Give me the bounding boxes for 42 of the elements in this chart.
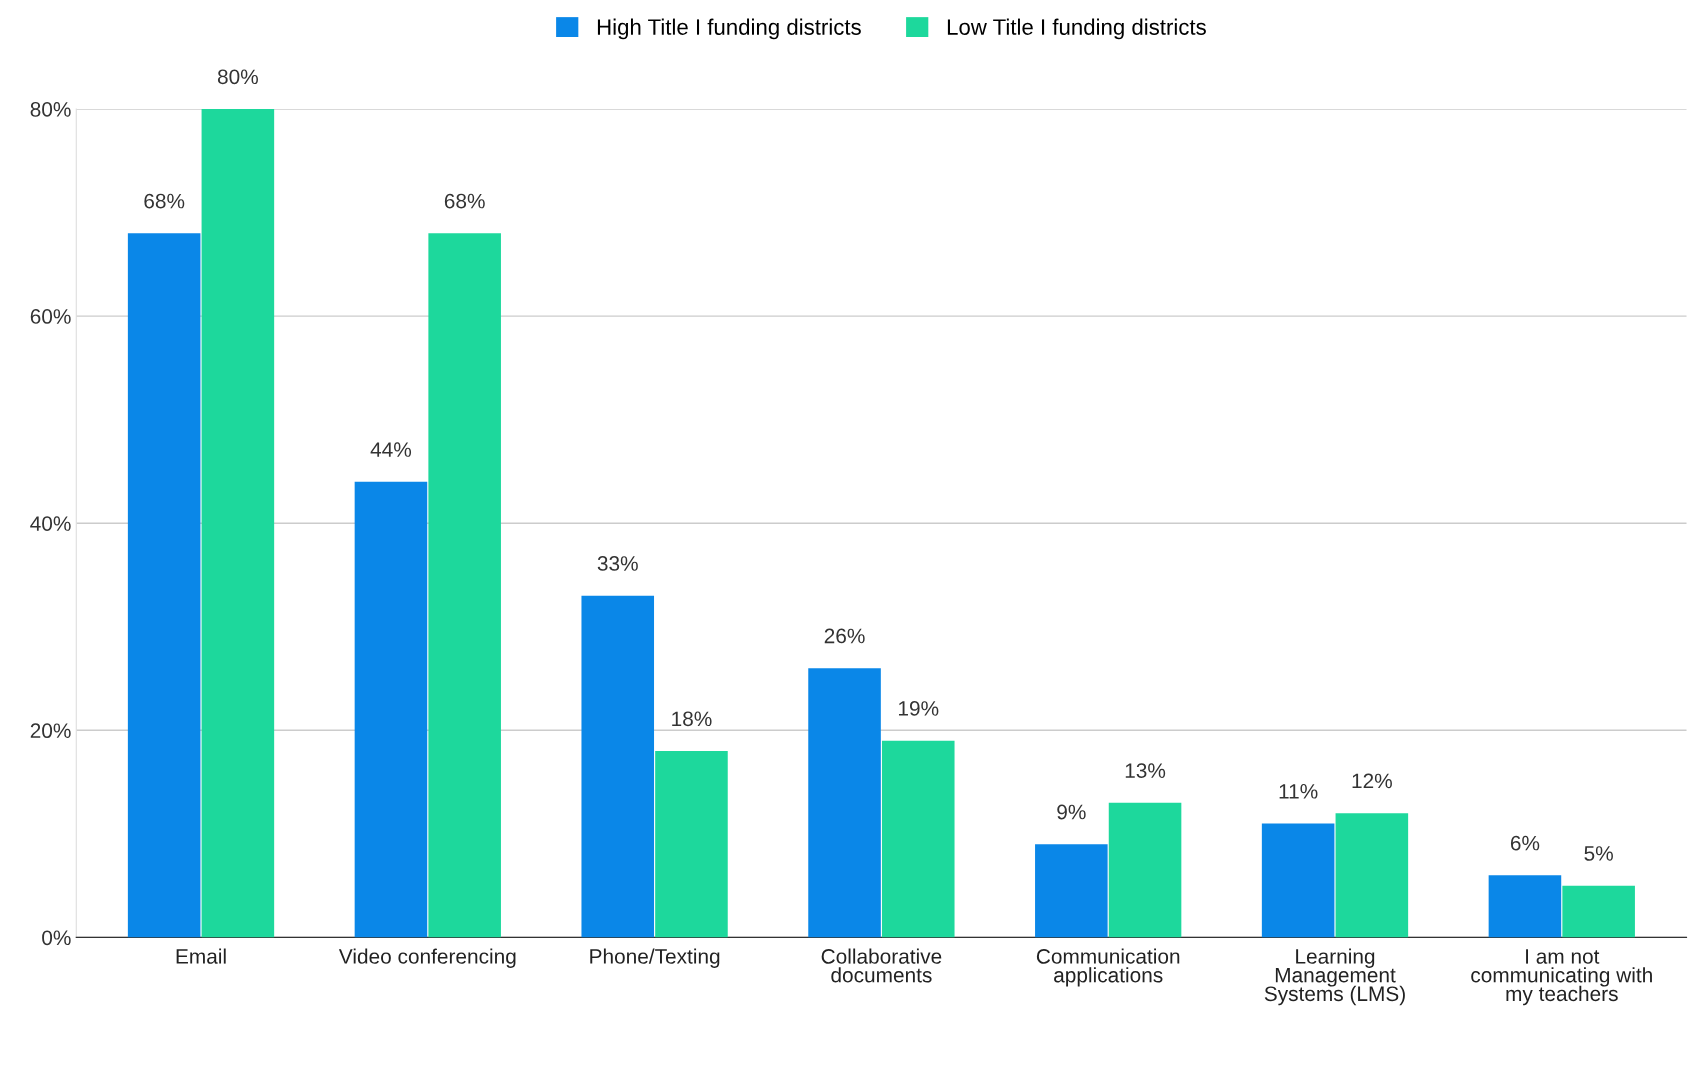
legend-label: High Title I funding districts <box>597 18 861 40</box>
bar <box>655 751 728 938</box>
data-label: 13% <box>1125 763 1166 778</box>
bar <box>581 595 655 938</box>
x-tick-label: Video conferencing <box>338 948 516 968</box>
data-label: 18% <box>672 711 712 727</box>
data-label: 44% <box>370 442 412 457</box>
bar <box>1562 885 1635 938</box>
bar <box>1261 823 1335 938</box>
bar <box>127 233 201 938</box>
bar <box>354 481 428 938</box>
bar <box>808 668 881 938</box>
bar <box>881 740 955 938</box>
data-label: 68% <box>144 193 185 209</box>
y-tick-label: 20% <box>30 723 71 739</box>
data-label: 33% <box>597 556 638 571</box>
bar <box>1488 875 1562 938</box>
data-label: 6% <box>1510 835 1540 851</box>
x-tick-label: Phone/Texting <box>590 948 720 968</box>
x-tick-label: Email <box>176 948 226 964</box>
bar <box>201 109 275 938</box>
data-label: 5% <box>1584 846 1613 861</box>
data-label: 9% <box>1057 804 1086 820</box>
y-tick-label: 80% <box>30 102 71 117</box>
bar <box>1035 844 1108 938</box>
x-tick-label: I am not communicating with my teachers <box>1471 949 1652 1006</box>
x-tick-label: Communication applications <box>1036 948 1180 987</box>
bar <box>1335 813 1409 938</box>
data-label: 80% <box>217 69 258 85</box>
y-tick-label: 0% <box>42 930 71 946</box>
data-label: 11% <box>1279 784 1318 799</box>
data-label: 12% <box>1352 773 1392 789</box>
x-tick-label: Learning Management Systems (LMS) <box>1264 948 1405 1006</box>
x-tick-label: Collaborative documents <box>821 948 942 983</box>
legend-label: Low Title I funding districts <box>947 18 1206 40</box>
data-label: 19% <box>898 701 939 716</box>
bar <box>428 233 501 938</box>
y-tick-label: 40% <box>30 516 71 531</box>
y-tick-label: 60% <box>30 309 71 324</box>
bar <box>1108 802 1182 938</box>
data-label: 26% <box>824 628 865 644</box>
data-label: 68% <box>444 193 485 209</box>
